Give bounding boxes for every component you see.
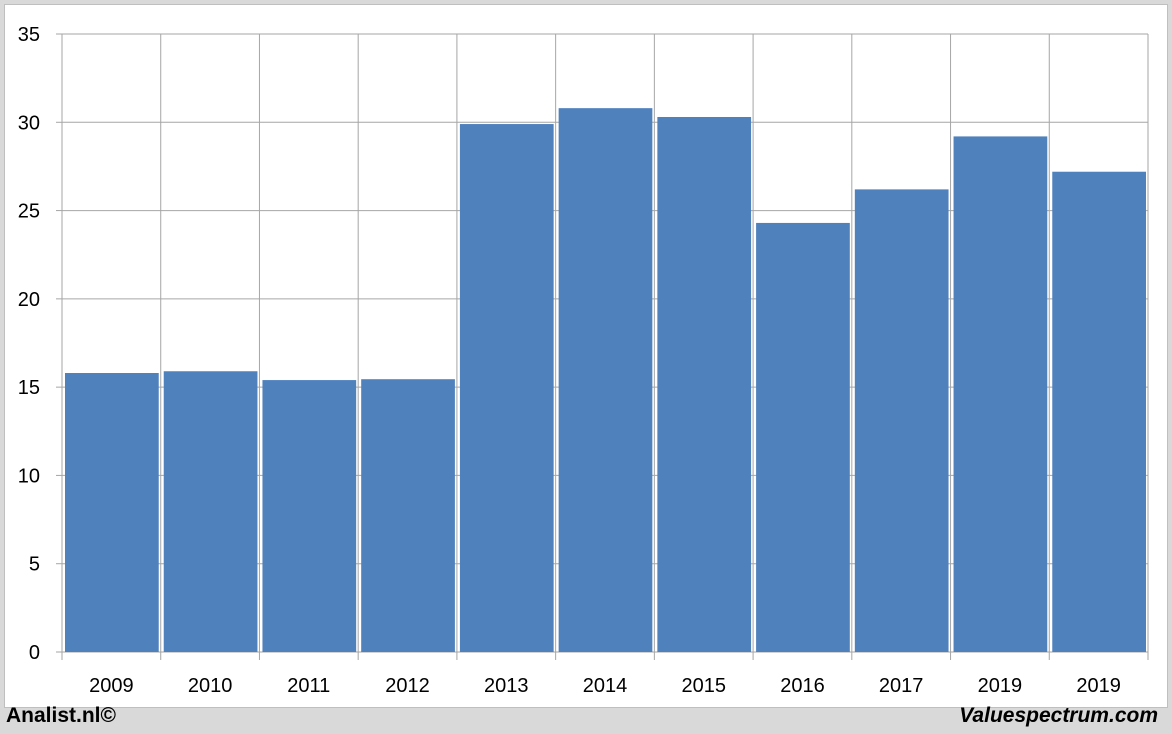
bar [361, 379, 455, 652]
y-tick-label: 15 [18, 377, 40, 399]
y-tick-label: 25 [18, 201, 40, 223]
y-tick-label: 5 [29, 554, 40, 576]
bar [1052, 171, 1146, 652]
bar [558, 108, 653, 652]
bar [459, 124, 554, 652]
source-credit-left: Analist.nl© [6, 704, 116, 727]
bar [854, 189, 949, 652]
y-tick-label: 20 [18, 289, 40, 311]
bar [262, 380, 357, 652]
y-tick-label: 0 [29, 642, 40, 664]
y-axis-ticks: 0 5 10 15 20 25 30 35 [18, 24, 62, 664]
x-tick-label: 2017 [879, 675, 924, 697]
x-tick-label: 2019 [978, 675, 1023, 697]
x-tick-label: 2015 [681, 675, 726, 697]
y-tick-label: 10 [18, 465, 40, 487]
y-tick-label: 30 [18, 112, 40, 134]
bars [65, 108, 1146, 652]
bar [756, 222, 850, 652]
bar [163, 371, 258, 652]
x-tick-label: 2010 [188, 675, 233, 697]
y-tick-label: 35 [18, 24, 40, 46]
x-tick-label: 2009 [89, 675, 134, 697]
x-tick-label: 2012 [385, 675, 430, 697]
bar [65, 373, 159, 652]
x-tick-label: 2011 [287, 675, 330, 697]
x-tick-label: 2019 [1076, 675, 1121, 697]
bar [657, 116, 752, 652]
x-tick-label: 2016 [780, 675, 825, 697]
x-tick-label: 2014 [583, 675, 628, 697]
source-credit-right: Valuespectrum.com [959, 704, 1158, 727]
x-axis-ticks: 2009 2010 2011 2012 2013 2014 2015 2016 2017 2019… [89, 675, 1121, 697]
bar [953, 136, 1048, 652]
x-tick-label: 2013 [484, 675, 529, 697]
